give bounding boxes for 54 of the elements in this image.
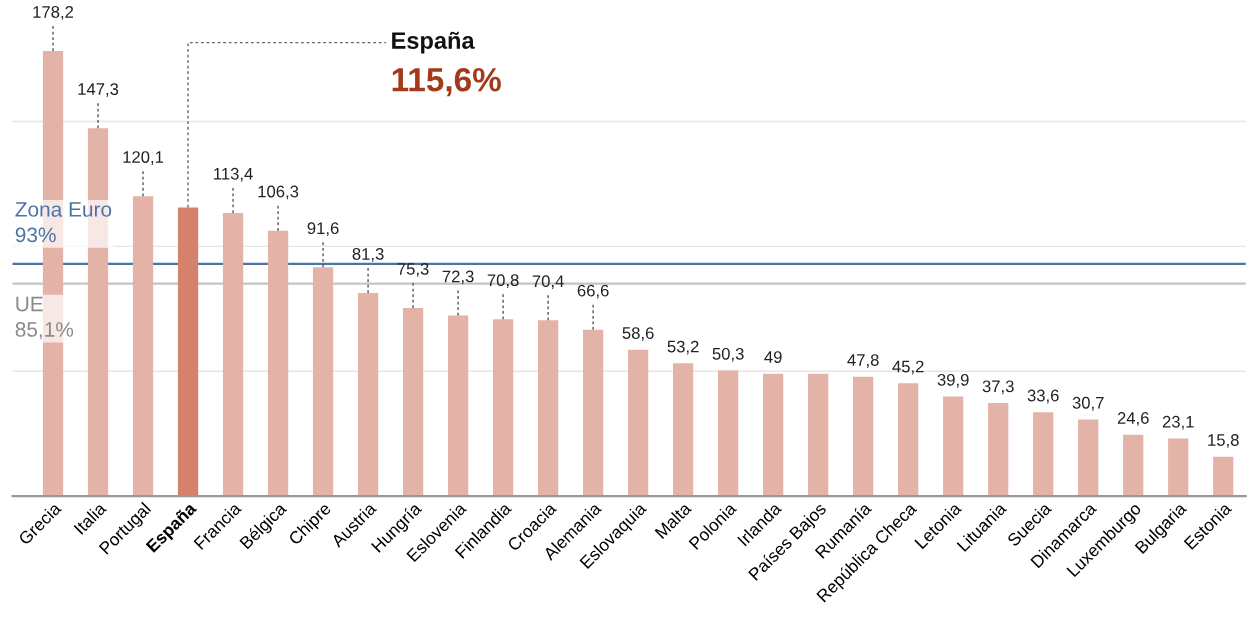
bar — [267, 230, 289, 497]
bar — [1078, 419, 1099, 497]
ref-line-label: Zona Euro 93% — [15, 202, 112, 243]
bar — [132, 196, 154, 497]
bar — [988, 402, 1009, 497]
data-label: 49 — [764, 351, 782, 363]
data-label: 39,9 — [937, 373, 969, 388]
data-label: 91,6 — [307, 222, 339, 237]
bar — [673, 363, 694, 497]
data-label: 45,2 — [892, 360, 924, 375]
bar — [357, 293, 379, 497]
bar — [763, 373, 784, 497]
bar — [1168, 438, 1189, 497]
data-label: 50,3 — [712, 347, 744, 362]
data-label: 72,3 — [442, 270, 474, 285]
bar — [718, 370, 739, 497]
ref-line-label: UE 85,1% — [15, 296, 74, 340]
data-label: 58,6 — [622, 327, 654, 341]
data-label: 75,3 — [397, 263, 429, 277]
data-label: 66,6 — [577, 284, 609, 299]
data-label: 33,6 — [1027, 389, 1059, 404]
bar — [177, 207, 199, 497]
data-label: 120,1 — [123, 151, 164, 165]
data-label: 15,8 — [1208, 434, 1239, 448]
bar — [943, 396, 964, 497]
bar — [898, 383, 919, 497]
data-label: 23,1 — [1162, 415, 1194, 430]
bar — [1213, 456, 1234, 497]
data-label: 47,8 — [847, 354, 879, 368]
bar — [1123, 434, 1144, 497]
data-label: 81,3 — [352, 248, 384, 262]
data-label: 70,4 — [532, 275, 564, 290]
data-label: 147,3 — [78, 83, 119, 97]
data-label: 30,7 — [1072, 396, 1104, 411]
bar — [492, 319, 514, 497]
bar — [537, 320, 559, 497]
data-label: 106,3 — [258, 185, 299, 200]
bar — [808, 373, 829, 497]
data-label: 178,2 — [33, 6, 74, 20]
data-label: 24,6 — [1117, 412, 1149, 426]
data-label: 53,2 — [667, 340, 699, 355]
bar — [447, 315, 469, 497]
data-label: 37,3 — [982, 380, 1014, 395]
data-label: 113,4 — [214, 167, 253, 182]
annotation: 115,6% — [392, 67, 501, 97]
bar — [583, 329, 604, 497]
bar — [1033, 412, 1054, 497]
bar — [628, 349, 649, 497]
data-label: 70,8 — [487, 274, 519, 289]
annotation: España — [392, 31, 475, 54]
bar — [222, 212, 244, 497]
bar — [853, 376, 874, 497]
bar — [312, 267, 334, 497]
bar — [402, 308, 424, 497]
